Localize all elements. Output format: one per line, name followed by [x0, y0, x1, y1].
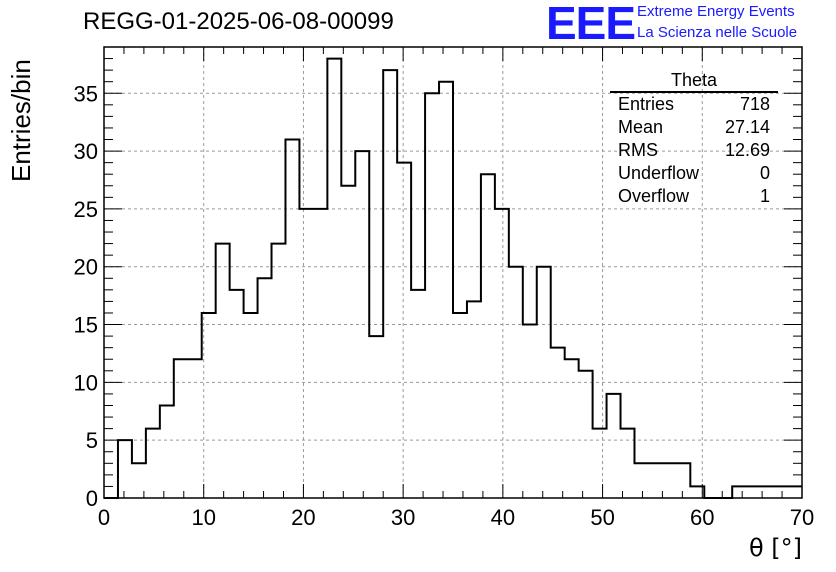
stats-label: RMS — [618, 140, 658, 160]
stats-row-underflow: Underflow 0 — [610, 162, 778, 185]
x-tick-label: 20 — [291, 505, 315, 530]
plot-border — [103, 46, 803, 499]
plot-frame — [103, 46, 803, 499]
y-tick-label: 35 — [74, 81, 98, 106]
stats-value: 0 — [759, 163, 770, 183]
y-tick-label: 15 — [74, 313, 98, 338]
y-tick-label: 0 — [86, 486, 98, 511]
stats-value: 27.14 — [724, 117, 770, 137]
y-tick-label: 20 — [74, 255, 98, 280]
stats-value: 718 — [739, 94, 770, 114]
x-tick-label: 60 — [690, 505, 714, 530]
stats-row-entries: Entries 718 — [610, 93, 778, 116]
stats-value: 1 — [759, 186, 770, 206]
logo-line-2: La Scienza nelle Scuole — [637, 24, 798, 41]
logo-line-1: Extreme Energy Events — [637, 3, 795, 20]
eee-logo-icon: EEE — [546, 0, 636, 49]
stats-label: Overflow — [618, 186, 690, 206]
x-tick-label: 40 — [491, 505, 515, 530]
x-tick-label: 50 — [590, 505, 614, 530]
stats-label: Entries — [618, 94, 675, 114]
y-tick-label: 30 — [74, 139, 98, 164]
y-tick-label: 10 — [74, 370, 98, 395]
chart-title: REGG-01-2025-06-08-00099 — [83, 8, 394, 35]
x-axis-label: θ [°] — [748, 534, 802, 562]
y-tick-label: 5 — [86, 428, 98, 453]
stats-title: Theta — [610, 70, 778, 93]
histogram-series — [104, 57, 802, 499]
histogram-line — [104, 57, 802, 499]
x-tick-label: 10 — [191, 505, 215, 530]
x-tick-label: 30 — [391, 505, 415, 530]
stats-row-mean: Mean 27.14 — [610, 116, 778, 139]
stats-label: Underflow — [618, 163, 700, 183]
stats-value: 12.69 — [724, 140, 770, 160]
y-tick-label: 25 — [74, 197, 98, 222]
x-tick-label: 0 — [98, 505, 110, 530]
stats-row-overflow: Overflow 1 — [610, 185, 778, 208]
stats-label: Mean — [618, 117, 664, 137]
stats-row-rms: RMS 12.69 — [610, 139, 778, 162]
x-tick-label: 70 — [790, 505, 814, 530]
axis-ticks — [103, 46, 803, 499]
stats-box: Theta Entries 718 Mean 27.14 RMS 12.69 U… — [610, 70, 778, 208]
y-axis-label: Entries/bin — [6, 59, 36, 182]
